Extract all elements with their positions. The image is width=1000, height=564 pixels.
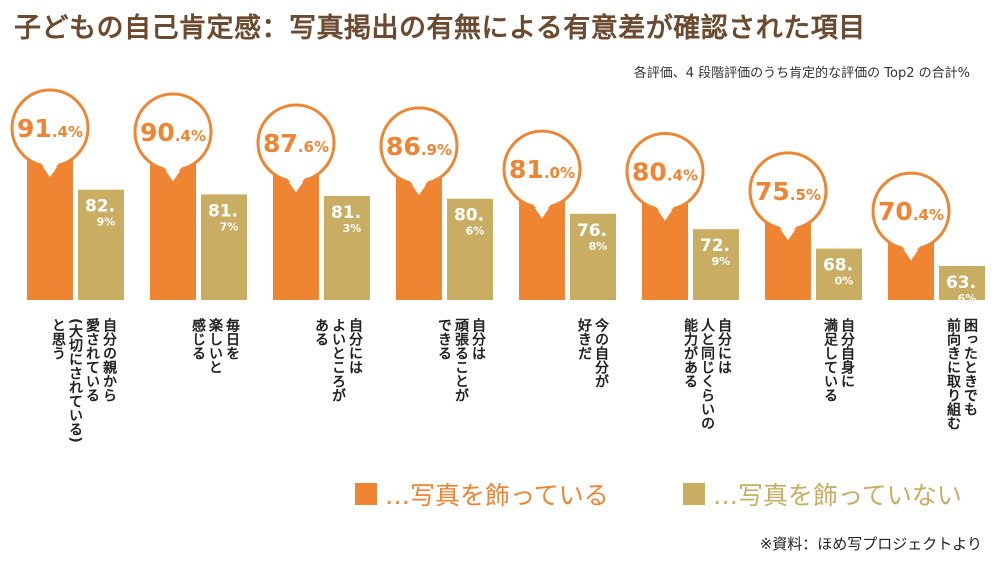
- callout-pointer-fill: [408, 178, 430, 192]
- category-label-line: 自分自身に: [839, 317, 855, 388]
- category-label-line: ある: [313, 318, 329, 346]
- chart-subtitle: 各評価、4 段階評価のうち肯定的な評価の Top2 の合計%: [633, 66, 970, 81]
- data-label-without-photo: 80.: [454, 206, 484, 226]
- category-label-line: 感じる: [190, 317, 206, 360]
- callout-pointer-fill: [285, 176, 307, 190]
- category-label-line: できる: [436, 318, 452, 360]
- bar-without-photo: [693, 229, 739, 300]
- category-label-line: 能力がある: [682, 317, 698, 388]
- data-label-without-photo-decimal: 7%: [220, 220, 239, 233]
- category-label-line: 満足している: [822, 317, 838, 402]
- category-label-line: 楽しいと: [207, 317, 224, 374]
- legend-item-with-photo: …写真を飾っている: [355, 474, 609, 514]
- category-label-line: 人と同じくらいの: [699, 317, 715, 430]
- data-label-with-photo: 91.4%: [17, 114, 83, 143]
- data-label-without-photo-decimal: 6%: [466, 225, 485, 238]
- data-label-without-photo: 81.: [331, 203, 361, 223]
- callout-pointer-fill: [39, 161, 61, 175]
- legend-swatch-without-photo: [683, 483, 705, 505]
- data-label-with-photo: 80.4%: [632, 158, 698, 187]
- data-label-without-photo-decimal: 3%: [343, 222, 362, 235]
- data-label-with-photo: 81.0%: [509, 155, 575, 184]
- bar-without-photo: [201, 194, 247, 300]
- category-label-line: 自分には: [716, 317, 732, 374]
- category-label-line: 自分には: [347, 317, 363, 374]
- category-label-line: 頑張ることが: [453, 318, 470, 402]
- bar-without-photo: [939, 265, 985, 300]
- data-label-without-photo: 72.: [700, 236, 730, 256]
- data-label-with-photo: 75.5%: [755, 177, 821, 206]
- category-label-line: (大切にされている): [67, 318, 83, 443]
- data-label-without-photo-decimal: 9%: [97, 216, 116, 229]
- data-label-without-photo-decimal: 0%: [835, 275, 854, 288]
- category-label-line: 自分は: [470, 317, 486, 360]
- source-note: ※資料：ほめ写プロジェクトより: [759, 535, 982, 553]
- data-label-without-photo-decimal: 8%: [589, 240, 608, 253]
- legend-label-without-photo: …写真を飾っていない: [713, 481, 962, 510]
- legend-swatch-with-photo: [355, 483, 377, 505]
- bar-without-photo: [816, 248, 862, 300]
- data-label-without-photo: 76.: [577, 221, 607, 241]
- callout-pointer-fill: [654, 204, 676, 218]
- legend-item-without-photo: …写真を飾っていない: [683, 474, 962, 514]
- bar-without-photo: [570, 213, 616, 300]
- category-label-line: よいところが: [330, 318, 346, 402]
- data-label-with-photo: 90.4%: [140, 118, 206, 147]
- data-label-without-photo: 63.: [946, 273, 976, 293]
- category-label-line: 好きだ: [576, 317, 593, 360]
- category-label-line: 自分の親から: [101, 317, 117, 402]
- category-label-line: 毎日を: [224, 317, 240, 360]
- data-label-with-photo: 87.6%: [263, 129, 329, 158]
- legend-label-with-photo: …写真を飾っている: [385, 481, 609, 510]
- data-label-without-photo-decimal: 6%: [958, 292, 977, 305]
- data-label-without-photo: 81.: [208, 201, 238, 221]
- callout-pointer-fill: [162, 164, 184, 178]
- bar-without-photo: [447, 198, 493, 300]
- callout-pointer-fill: [777, 223, 799, 237]
- category-label-line: 前向きに取り組む: [945, 317, 961, 430]
- data-label-without-photo: 82.: [85, 197, 115, 217]
- category-label-line: 今の自分が: [593, 317, 610, 388]
- category-label-line: 愛されている: [84, 317, 100, 402]
- data-label-with-photo: 86.9%: [386, 132, 452, 161]
- data-label-with-photo: 70.4%: [878, 197, 944, 226]
- category-label-line: と思う: [50, 318, 66, 360]
- bar-without-photo: [78, 189, 124, 300]
- chart-title: 子どもの自己肯定感：写真掲出の有無による有意差が確認された項目: [14, 13, 866, 44]
- data-label-without-photo-decimal: 9%: [712, 255, 731, 268]
- bar-without-photo: [324, 195, 370, 300]
- callout-pointer-fill: [531, 202, 553, 216]
- category-label-line: 困ったときでも: [962, 318, 978, 416]
- data-label-without-photo: 68.: [823, 256, 853, 276]
- callout-pointer-fill: [900, 244, 922, 258]
